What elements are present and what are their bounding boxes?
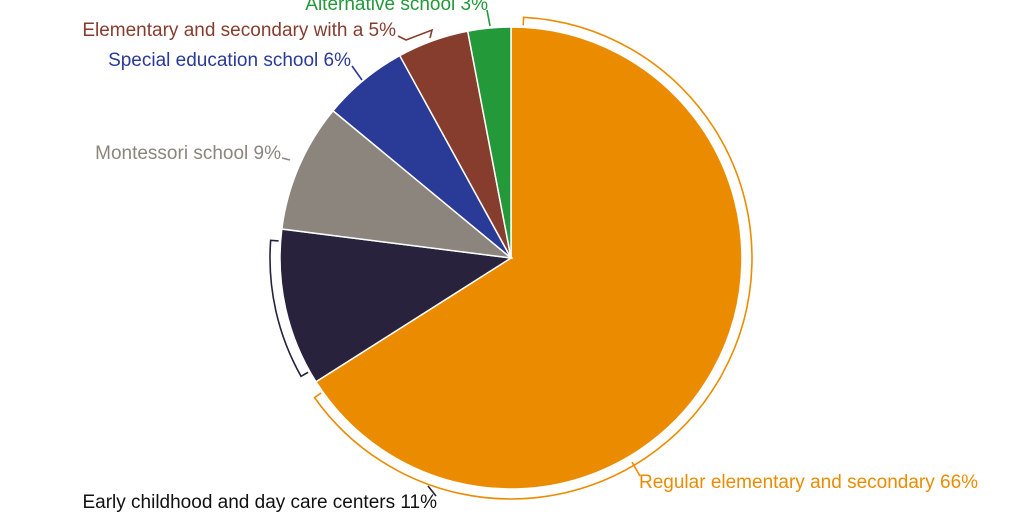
slice-montessori [280,109,514,260]
slice-labels: Regular elementary and secondary 66% Ear… [82,0,978,512]
label-montessori: Montessori school 9% [95,143,281,164]
slice-alternative [466,26,512,259]
label-alternative: Alternative school 3% [305,0,488,15]
label-special-education: Special education school 6% [108,50,351,71]
label-elementary-secondary-with: Elementary and secondary with a 5% [82,20,396,41]
leader-montessori [281,157,291,161]
leader-alternative [486,9,491,27]
label-leaders [269,9,753,500]
leader-special-education [351,65,363,81]
label-regular-elementary: Regular elementary and secondary 66% [639,472,978,493]
leader-regular-elementary [631,461,641,477]
label-early-childhood: Early childhood and day care centers 11% [82,492,437,512]
leader-elementary-secondary-with [397,28,434,41]
bracket-regular-elementary [313,16,753,500]
leader-early-childhood [427,485,437,497]
slice-regular-elementary [314,26,743,490]
slice-early-childhood [279,228,514,383]
bracket-early-childhood [269,239,309,378]
pie-slices [279,26,743,490]
